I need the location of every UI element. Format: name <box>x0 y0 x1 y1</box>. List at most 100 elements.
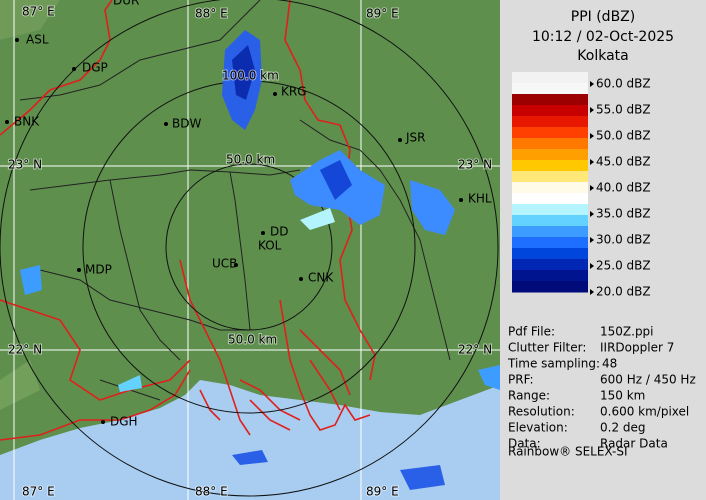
radar-echoes <box>20 30 500 490</box>
range-label: 100.0 km <box>222 69 279 83</box>
info-value: 0.2 deg <box>600 421 646 435</box>
city-label: KOL <box>258 239 282 253</box>
legend-swatch <box>512 94 588 106</box>
legend-swatch <box>512 226 588 238</box>
info-key: Range: <box>508 389 550 403</box>
terrain <box>0 0 60 40</box>
info-value: 0.600 km/pixel <box>600 405 689 419</box>
city-label: UCB <box>212 257 237 271</box>
legend-arrow <box>590 81 594 87</box>
info-value: 48 <box>602 357 617 371</box>
city-label: KHL <box>468 192 492 206</box>
city-dot <box>234 263 238 267</box>
terrain <box>0 360 40 410</box>
grid-label: 88° E <box>195 485 228 499</box>
legend-label: 20.0 dBZ <box>596 285 651 299</box>
info-key: Data: <box>508 437 541 451</box>
panel-title: PPI (dBZ) <box>571 9 635 25</box>
legend-label: 55.0 dBZ <box>596 103 651 117</box>
info-value: 150Z.ppi <box>600 325 654 339</box>
city-dot <box>72 67 76 71</box>
legend-label: 30.0 dBZ <box>596 233 651 247</box>
legend-swatch <box>512 83 588 95</box>
info-key: Elevation: <box>508 421 568 435</box>
legend-swatch <box>512 127 588 139</box>
grid-label: 87° E <box>22 5 55 19</box>
legend-arrow <box>590 289 594 295</box>
grid-label: 22° N <box>458 343 492 357</box>
legend-swatch <box>512 160 588 172</box>
range-label: 50.0 km <box>228 333 277 347</box>
city-label: ASL <box>26 33 49 47</box>
panel-time: 10:12 / 02-Oct-2025 <box>532 29 674 45</box>
city-label: DD <box>270 225 288 239</box>
legend-arrow <box>590 159 594 165</box>
grid-label: 88° E <box>195 7 228 21</box>
map-labels: 87° E 88° E 89° E 23° N 23° N 22° N 22° N 87° E… <box>5 0 493 500</box>
city-dot <box>164 122 168 126</box>
info-table: Pdf File: 150Z.ppi Clutter Filter: IIRDoppl… <box>507 325 696 451</box>
city-dot <box>15 38 19 42</box>
city-dot <box>5 120 9 124</box>
legend-swatch <box>512 237 588 249</box>
footer: Rainbow® SELEX-SI <box>508 445 628 459</box>
city-dot <box>261 231 265 235</box>
sea <box>0 380 500 500</box>
info-key: Time sampling: <box>507 357 600 371</box>
legend-arrow <box>590 263 594 269</box>
info-value: 600 Hz / 450 Hz <box>600 373 696 387</box>
range-label: 50.0 km <box>226 153 275 167</box>
city-label: BNK <box>14 115 40 129</box>
city-dot <box>101 420 105 424</box>
legend-swatch <box>512 72 588 84</box>
legend-swatch <box>512 116 588 128</box>
legend: 60.0 dBZ 55.0 dBZ 50.0 dBZ 45.0 dBZ 40.0 dBZ… <box>512 72 651 299</box>
legend-swatch <box>512 248 588 260</box>
info-key: Resolution: <box>508 405 575 419</box>
info-panel: PPI (dBZ) 10:12 / 02-Oct-2025 Kolkata 60… <box>500 0 706 500</box>
legend-swatch <box>512 193 588 205</box>
city-dot <box>77 268 81 272</box>
city-label: MDP <box>85 263 112 277</box>
legend-label: 50.0 dBZ <box>596 129 651 143</box>
legend-swatch <box>512 270 588 282</box>
city-label: CNK <box>308 271 334 285</box>
legend-swatch <box>512 171 588 183</box>
grid-label: 23° N <box>458 158 492 172</box>
legend-arrow <box>590 133 594 139</box>
city-dot <box>398 138 402 142</box>
radar-map: 87° E 88° E 89° E 23° N 23° N 22° N 22° N 87° E… <box>0 0 500 500</box>
city-label: DGH <box>110 415 138 429</box>
city-dot <box>299 277 303 281</box>
info-key: Clutter Filter: <box>508 341 586 355</box>
legend-swatch <box>512 138 588 150</box>
legend-label: 45.0 dBZ <box>596 155 651 169</box>
city-label: KRG <box>281 85 307 99</box>
legend-arrow <box>590 185 594 191</box>
grid-label: 89° E <box>366 485 399 499</box>
grid-label: 89° E <box>366 7 399 21</box>
legend-label: 35.0 dBZ <box>596 207 651 221</box>
legend-label: 60.0 dBZ <box>596 77 651 91</box>
info-key: Pdf File: <box>508 325 555 339</box>
legend-swatch <box>512 182 588 194</box>
city-dot <box>459 198 463 202</box>
legend-arrow <box>590 237 594 243</box>
state-borders <box>0 0 376 441</box>
info-key: PRF: <box>508 373 534 387</box>
legend-swatch <box>512 281 588 293</box>
legend-swatch <box>512 204 588 216</box>
city-dot <box>273 92 277 96</box>
grid-label: 87° E <box>22 485 55 499</box>
district-borders <box>19 0 451 401</box>
legend-swatch <box>512 215 588 227</box>
city-label: DUR <box>113 0 139 8</box>
panel-site: Kolkata <box>577 48 628 64</box>
city-label: DGP <box>82 61 108 75</box>
legend-label: 25.0 dBZ <box>596 259 651 273</box>
legend-arrow <box>590 107 594 113</box>
legend-arrow <box>590 211 594 217</box>
graticule <box>0 0 500 500</box>
info-value: IIRDoppler 7 <box>600 341 674 355</box>
